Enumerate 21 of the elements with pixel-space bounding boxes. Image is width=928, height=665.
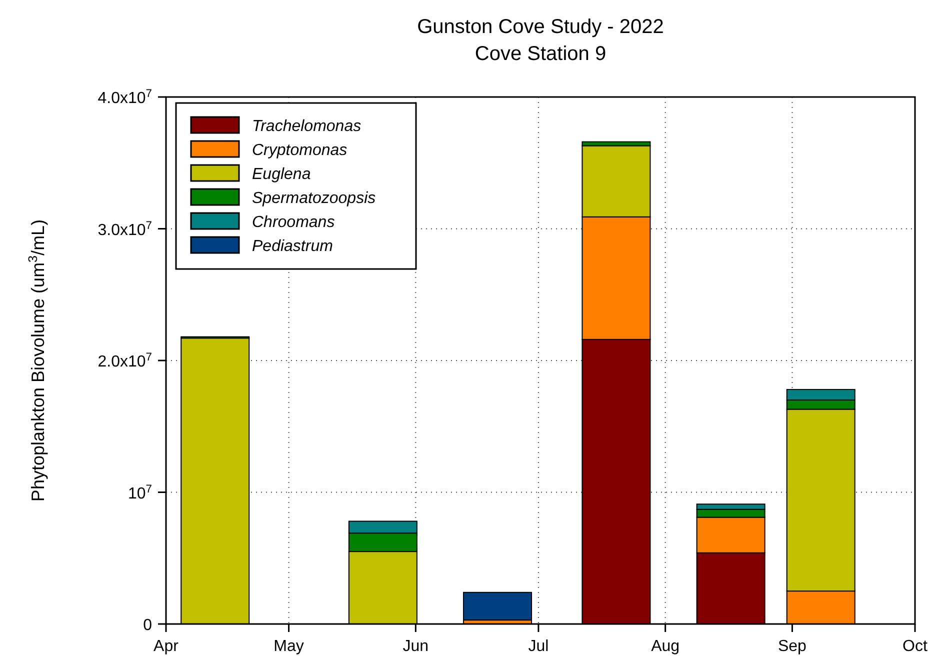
x-tick-label: Oct <box>902 638 928 655</box>
legend-label: Spermatozoopsis <box>252 190 376 207</box>
legend-label: Euglena <box>252 166 311 183</box>
x-tick-label: Jun <box>402 638 429 655</box>
y-tick-label: 10$^{7}$ <box>128 483 152 502</box>
y-tick-label: 0 <box>143 617 152 634</box>
y-tick-label: 4.0x10$^{7}$ <box>98 88 152 107</box>
legend-label: Pediastrum <box>252 238 333 255</box>
chart-subtitle: Cove Station 9 <box>474 43 606 65</box>
legend-label: Cryptomonas <box>252 142 348 159</box>
legend-label: Chroomans <box>252 214 335 231</box>
x-tick-label: Apr <box>154 638 180 655</box>
chart-title: Gunston Cove Study - 2022 <box>417 16 664 38</box>
legend-label: Trachelomonas <box>252 118 362 135</box>
x-tick-label: Sep <box>778 638 807 655</box>
bar <box>463 592 532 621</box>
y-tick-label: 2.0x10$^{7}$ <box>98 352 152 370</box>
x-tick-label: Aug <box>651 638 680 655</box>
y-tick-label: 3.0x10$^{7}$ <box>98 220 152 239</box>
x-tick-label: May <box>274 638 304 655</box>
x-tick-label: Jul <box>528 638 549 655</box>
